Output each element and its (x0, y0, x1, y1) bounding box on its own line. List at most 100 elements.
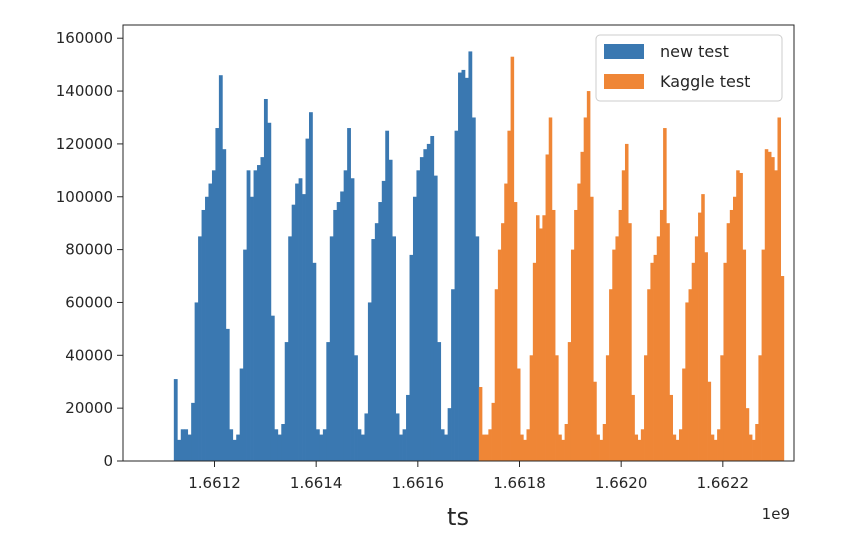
histogram-bar (319, 434, 324, 461)
x-tick-label: 1.6620 (595, 474, 648, 492)
histogram-bar (426, 143, 431, 461)
legend-swatch-new-test (604, 44, 644, 59)
histogram-bar (752, 439, 756, 461)
histogram-bar (567, 342, 572, 461)
histogram-bar (647, 289, 651, 461)
histogram-bar (475, 236, 480, 461)
histogram-bar (634, 434, 639, 461)
histogram-bar (177, 439, 182, 461)
histogram-bar (612, 249, 616, 461)
histogram-bar (464, 77, 469, 461)
y-axis: 0 20000 40000 60000 80000 100000 120000 140000 1… (56, 29, 123, 470)
histogram-bar (491, 402, 496, 461)
y-tick-label: 160000 (56, 29, 113, 47)
histogram-bar (771, 157, 775, 461)
histogram-bar (748, 434, 753, 461)
histogram-bar (526, 429, 531, 461)
histogram-bar (291, 204, 296, 461)
histogram-bar (246, 170, 251, 461)
histogram-bar (340, 191, 345, 461)
histogram-bar (678, 429, 683, 461)
histogram-bar (564, 424, 569, 461)
histogram-bar (406, 394, 410, 461)
legend-label-new-test: new test (660, 42, 729, 61)
histogram-bar (755, 424, 759, 461)
histogram-bar (615, 236, 619, 461)
y-tick-label: 60000 (65, 293, 113, 311)
histogram-bar (322, 429, 327, 461)
histogram-bar (675, 439, 680, 461)
histogram-bar (295, 183, 299, 462)
histogram-bar (180, 429, 185, 461)
histogram-bar (733, 196, 737, 461)
histogram-bar (468, 51, 473, 462)
histogram-bar (497, 249, 502, 461)
histogram-bar (663, 128, 667, 462)
legend-swatch-kaggle-test (604, 74, 644, 89)
y-tick-label: 100000 (56, 188, 113, 206)
histogram-bar (523, 439, 527, 461)
histogram-bar (485, 434, 489, 461)
histogram-bar (270, 315, 275, 461)
histogram-bar (650, 262, 654, 461)
histogram-bar (590, 196, 594, 461)
histogram-bar (326, 342, 331, 461)
histogram-bar (423, 149, 428, 461)
histogram-bar (419, 157, 424, 461)
histogram-bar (682, 368, 686, 461)
histogram-bar (745, 408, 750, 461)
histogram-bar (536, 215, 540, 461)
histogram-bar (767, 151, 772, 461)
plot-area-frame (122, 24, 795, 462)
histogram-bar (494, 289, 499, 461)
histogram-bar (451, 289, 455, 461)
histogram-bar (659, 209, 664, 461)
y-tick-label: 120000 (56, 135, 113, 153)
histogram-bar (243, 249, 247, 461)
histogram-bar (726, 223, 731, 461)
histogram-bar (551, 209, 556, 461)
x-axis-offset-label: 1e9 (762, 505, 790, 523)
histogram-bar (596, 434, 600, 461)
histogram-bar (723, 262, 727, 461)
histogram-bar (621, 170, 626, 461)
histogram-bar (618, 209, 623, 461)
histogram-bar (577, 183, 581, 462)
histogram-bar (482, 434, 486, 461)
histogram-bar (184, 429, 189, 461)
histogram-bar (371, 239, 376, 461)
histogram-bar (402, 429, 407, 461)
histogram-bar (388, 159, 393, 461)
histogram-bar (412, 196, 417, 461)
histogram-bar (416, 170, 421, 461)
histogram-bar (707, 381, 712, 461)
histogram-bar (367, 302, 372, 461)
histogram-bar (430, 135, 435, 462)
histogram-bar (357, 429, 362, 461)
histogram-bar (532, 262, 537, 461)
x-tick-label: 1.6622 (697, 474, 750, 492)
histogram-bar (478, 387, 483, 461)
histogram-bar (305, 138, 310, 461)
histogram-bar (529, 355, 534, 461)
histogram-bar (277, 434, 282, 461)
histogram-bar (267, 122, 272, 462)
histogram-bar (229, 429, 234, 461)
histogram-bar (218, 75, 223, 462)
histogram-bar (395, 413, 400, 461)
histogram-bar (644, 355, 648, 461)
histogram-bar (704, 252, 708, 461)
histogram-bar (637, 439, 642, 461)
histogram-bar (458, 72, 462, 461)
histogram-bar (513, 202, 518, 462)
histogram-bar (713, 439, 718, 461)
x-tick-label: 1.6612 (188, 474, 241, 492)
histogram-bar (602, 424, 607, 461)
x-tick-label: 1.6616 (392, 474, 445, 492)
histogram-bar (717, 429, 721, 461)
histogram-bar (350, 178, 355, 461)
series-kaggle-test-bars (478, 56, 785, 462)
histogram-bar (583, 117, 588, 461)
histogram-bar (691, 262, 696, 461)
